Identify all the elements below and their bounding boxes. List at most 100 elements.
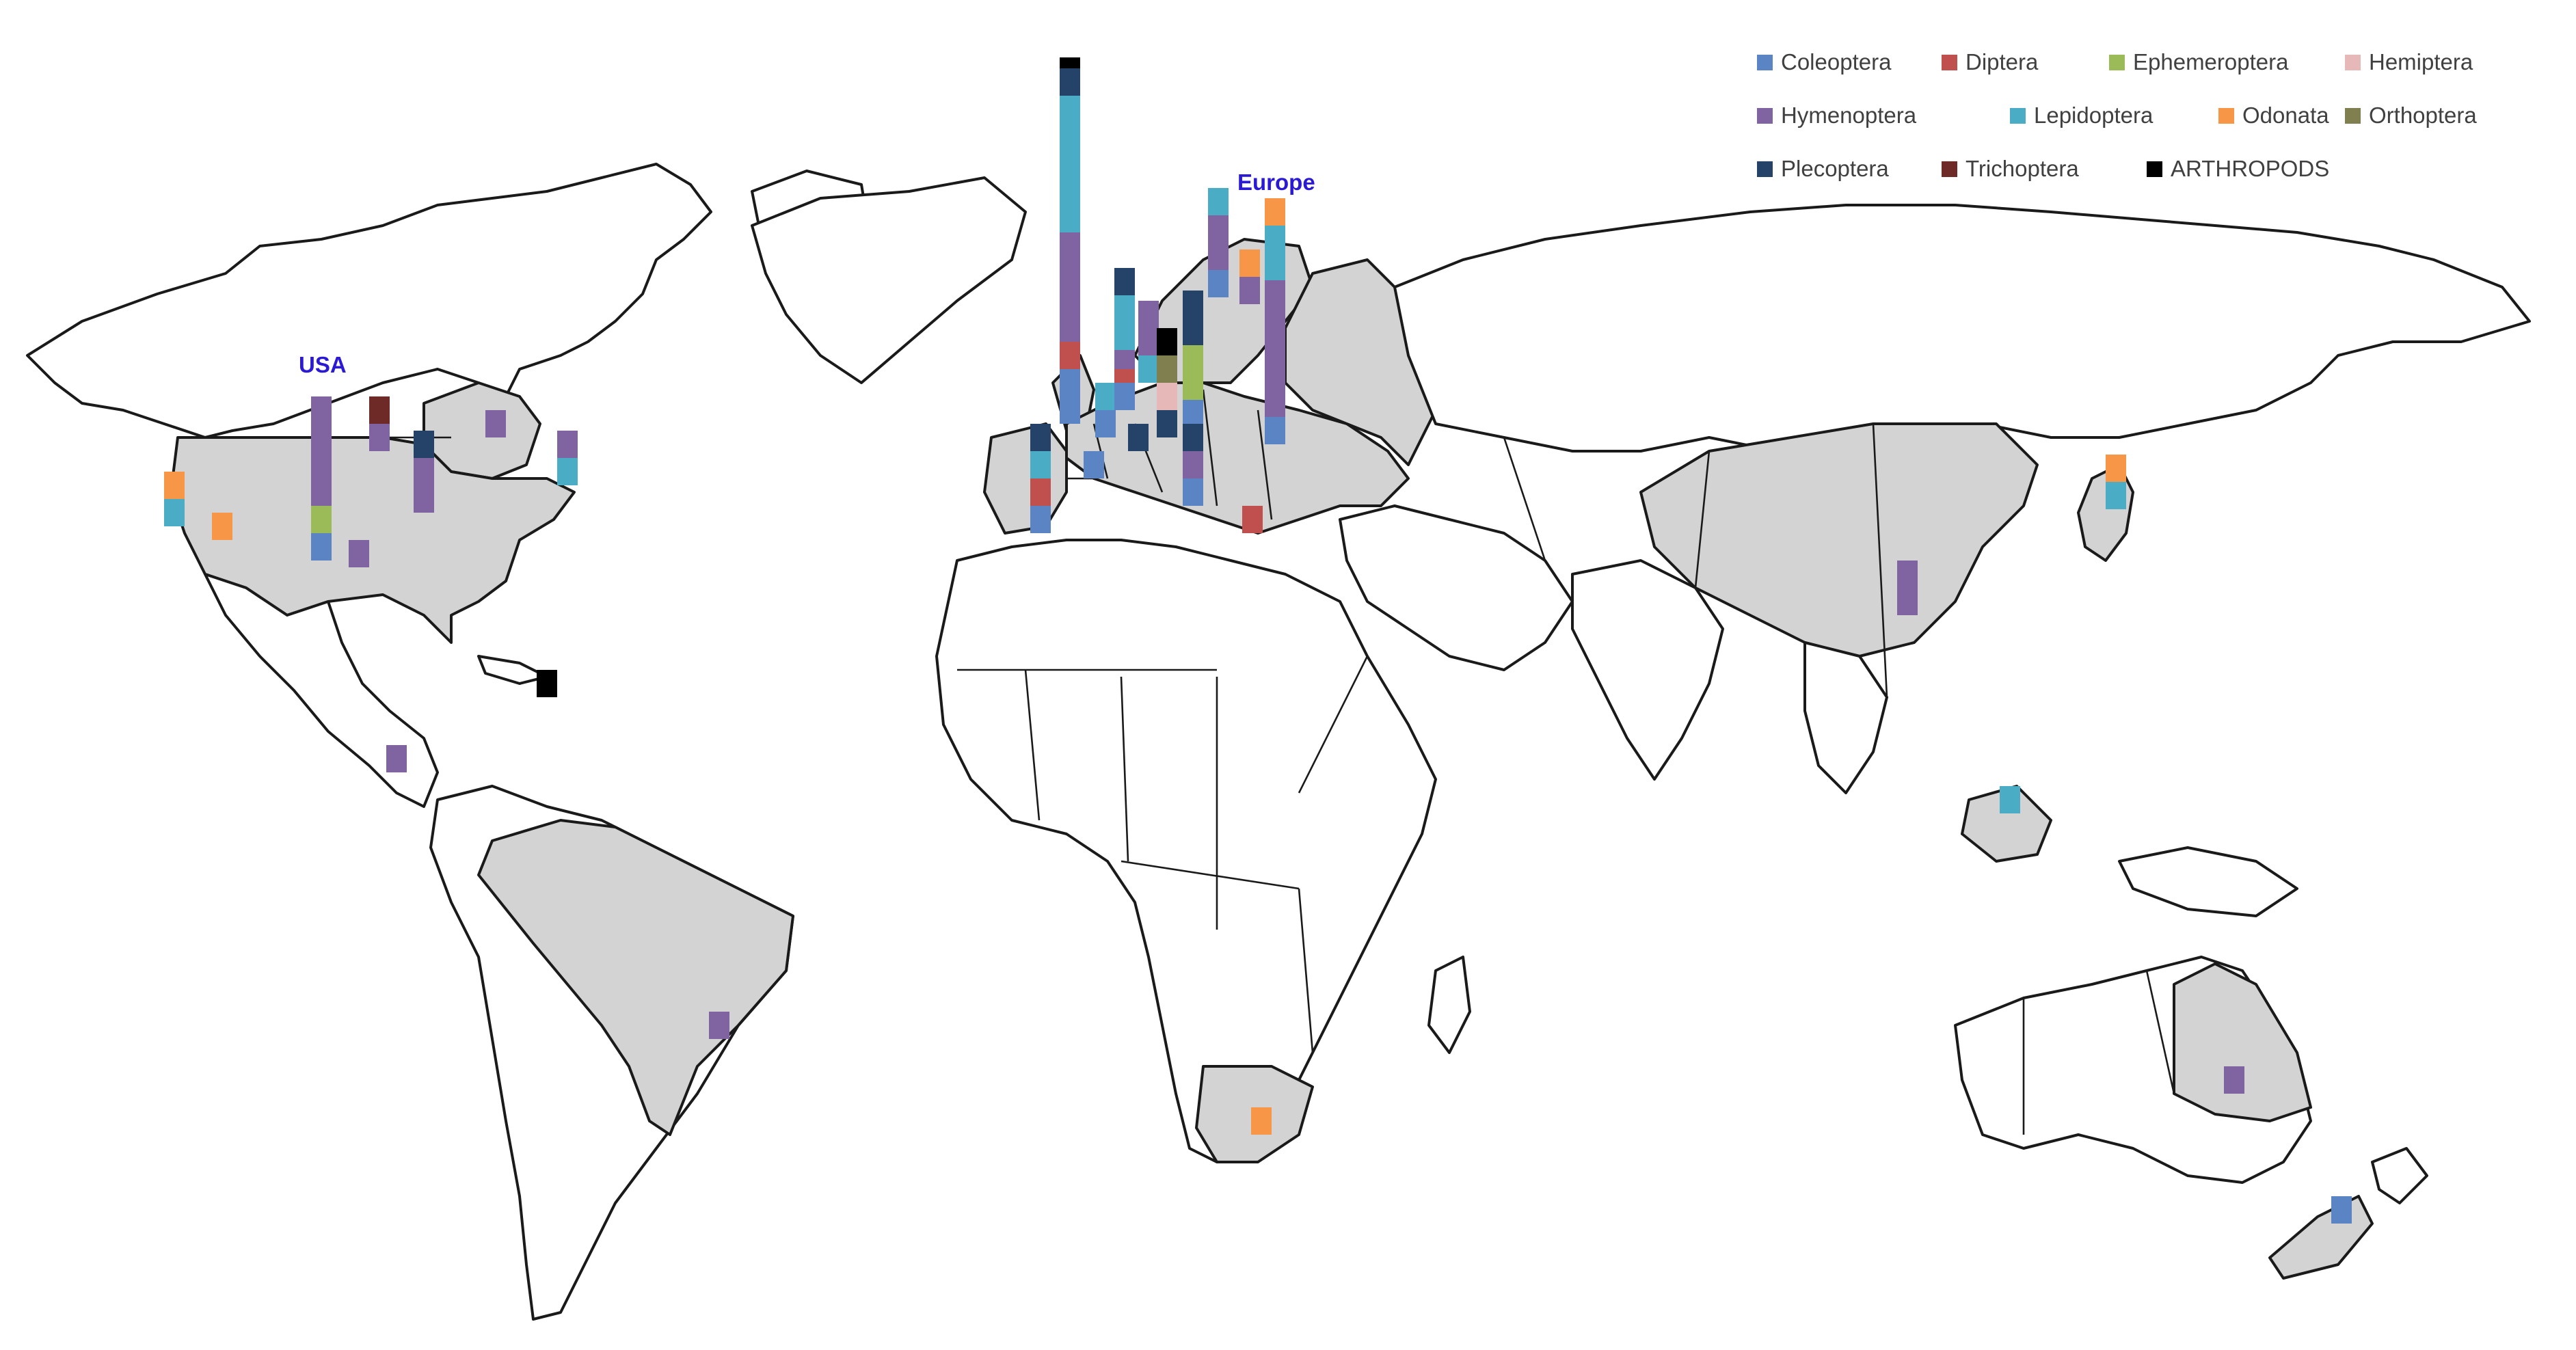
bar-europe-russia-odonata: [1265, 198, 1285, 226]
bar-japan-lepidoptera: [2106, 482, 2126, 509]
bar-europe-belgium-lepidoptera: [1095, 383, 1116, 410]
africa: [935, 539, 1437, 1163]
bar-usa-west-coast-lepidoptera: [164, 499, 185, 526]
bar-europe-italy-coleoptera: [1183, 478, 1203, 506]
legend-item-ephemeroptera: Ephemeroptera: [2109, 49, 2288, 75]
bar-europe-uk-hymenoptera: [1060, 232, 1080, 342]
legend-swatch-odonata: [2218, 107, 2234, 124]
legend-label-trichoptera: Trichoptera: [1965, 156, 2079, 181]
bar-usa-northeast-hymenoptera: [557, 431, 578, 458]
bar-usa-midwest-coleoptera: [311, 533, 332, 561]
southeast-asia: [1803, 641, 1888, 794]
bar-canada-quebec-hymenoptera: [485, 410, 506, 437]
bar-central-america-hymenoptera: [386, 745, 407, 772]
legend-item-orthoptera: Orthoptera: [2345, 103, 2477, 129]
bar-usa-ohio-hymenoptera: [414, 458, 434, 513]
north-america-north-landmass: [26, 163, 712, 439]
bar-europe-iberia-plecoptera: [1030, 424, 1051, 451]
mexico-central-america: [204, 573, 439, 808]
legend-swatch-diptera: [1942, 54, 1957, 70]
legend-swatch-hemiptera: [2345, 54, 2361, 70]
bar-brazil-hymenoptera: [709, 1012, 729, 1039]
bar-usa-california-odonata: [212, 513, 232, 540]
legend-label-odonata: Odonata: [2242, 103, 2329, 128]
legend-label-ephemeroptera: Ephemeroptera: [2133, 49, 2289, 75]
region-label-europe: Europe: [1237, 170, 1315, 195]
legend-swatch-lepidoptera: [2010, 107, 2026, 124]
legend-item-hemiptera: Hemiptera: [2345, 49, 2473, 75]
bar-caribbean-arthropods: [537, 670, 557, 697]
queensland-region: [2173, 962, 2312, 1122]
bar-europe-belgium-coleoptera: [1095, 410, 1116, 437]
bar-europe-austria-hemiptera: [1157, 383, 1177, 410]
bar-europe-baltic-hymenoptera: [1239, 277, 1260, 304]
legend-swatch-trichoptera: [1942, 161, 1957, 177]
bar-greece-diptera: [1242, 506, 1263, 533]
legend-label-arthropods: ARTHROPODS: [2171, 156, 2330, 181]
bar-europe-finland-coleoptera: [1208, 270, 1229, 297]
bar-europe-sweden-plecoptera: [1183, 291, 1203, 345]
legend-item-hymenoptera: Hymenoptera: [1757, 103, 1916, 129]
bar-europe-uk-lepidoptera: [1060, 96, 1080, 232]
bar-new-zealand-coleoptera: [2331, 1196, 2352, 1224]
bar-europe-poland-lepidoptera: [1138, 355, 1159, 383]
bar-europe-poland-hymenoptera: [1138, 301, 1159, 355]
bar-europe-czech-plecoptera: [1128, 424, 1149, 451]
new-zealand-north: [2371, 1147, 2428, 1204]
bar-usa-northeast-lepidoptera: [557, 458, 578, 485]
greenland: [751, 176, 1027, 384]
bar-europe-sweden-coleoptera: [1183, 400, 1203, 427]
legend-swatch-arthropods: [2147, 161, 2162, 177]
legend-label-hemiptera: Hemiptera: [2369, 49, 2473, 75]
bar-usa-ohio-plecoptera: [414, 431, 434, 458]
caribbean-islands: [477, 655, 548, 685]
legend-label-plecoptera: Plecoptera: [1781, 156, 1889, 181]
bar-europe-germany-lepidoptera: [1114, 295, 1135, 350]
legend-item-lepidoptera: Lepidoptera: [2010, 103, 2153, 129]
bar-europe-uk-coleoptera: [1060, 369, 1080, 424]
legend-swatch-hymenoptera: [1757, 107, 1773, 124]
bar-europe-uk-diptera: [1060, 342, 1080, 369]
stacked-bars-layer: [164, 57, 2352, 1224]
bar-europe-finland-lepidoptera: [1208, 188, 1229, 215]
bar-europe-germany-coleoptera: [1114, 383, 1135, 410]
madagascar: [1427, 956, 1471, 1054]
brazil-region: [477, 819, 794, 1136]
bar-europe-russia-lepidoptera: [1265, 226, 1285, 280]
bar-europe-russia-coleoptera: [1265, 417, 1285, 444]
bar-europe-iberia-lepidoptera: [1030, 451, 1051, 478]
bar-europe-france-coleoptera: [1084, 451, 1104, 478]
bar-europe-russia-hymenoptera: [1265, 280, 1285, 417]
iberia-region: [983, 422, 1068, 535]
legend-label-lepidoptera: Lepidoptera: [2034, 103, 2154, 128]
bar-china-hymenoptera: [1897, 561, 1918, 615]
region-label-usa: USA: [299, 352, 347, 377]
bar-usa-kansas-hymenoptera: [349, 540, 369, 567]
legend-label-coleoptera: Coleoptera: [1781, 49, 1892, 75]
bar-europe-austria-orthoptera: [1157, 355, 1177, 383]
bar-europe-germany-hymenoptera: [1114, 350, 1135, 369]
bar-europe-austria-plecoptera: [1157, 410, 1177, 437]
bar-europe-austria-arthropods: [1157, 328, 1177, 355]
bar-borneo-lepidoptera: [2000, 786, 2020, 813]
bar-europe-germany-plecoptera: [1114, 268, 1135, 295]
middle-east: [1339, 504, 1574, 671]
bar-japan-odonata: [2106, 455, 2126, 482]
bar-australia-queensland-hymenoptera: [2224, 1066, 2244, 1094]
bar-usa-west-coast-odonata: [164, 472, 185, 499]
china-region: [1639, 422, 2039, 658]
legend-swatch-ephemeroptera: [2109, 54, 2125, 70]
bar-europe-italy-hymenoptera: [1183, 451, 1203, 478]
bar-europe-iberia-diptera: [1030, 478, 1051, 506]
legend-label-diptera: Diptera: [1965, 49, 2039, 75]
south-asia: [1571, 559, 1724, 781]
bar-usa-great-lakes-hymenoptera: [369, 424, 390, 451]
bar-usa-great-lakes-trichoptera: [369, 396, 390, 424]
bar-europe-uk-arthropods: [1060, 57, 1080, 68]
legend-item-diptera: Diptera: [1942, 49, 2038, 75]
legend-item-arthropods: ARTHROPODS: [2147, 156, 2329, 182]
bar-europe-finland-hymenoptera: [1208, 215, 1229, 270]
bar-europe-germany-diptera: [1114, 369, 1135, 383]
legend-label-orthoptera: Orthoptera: [2369, 103, 2477, 128]
